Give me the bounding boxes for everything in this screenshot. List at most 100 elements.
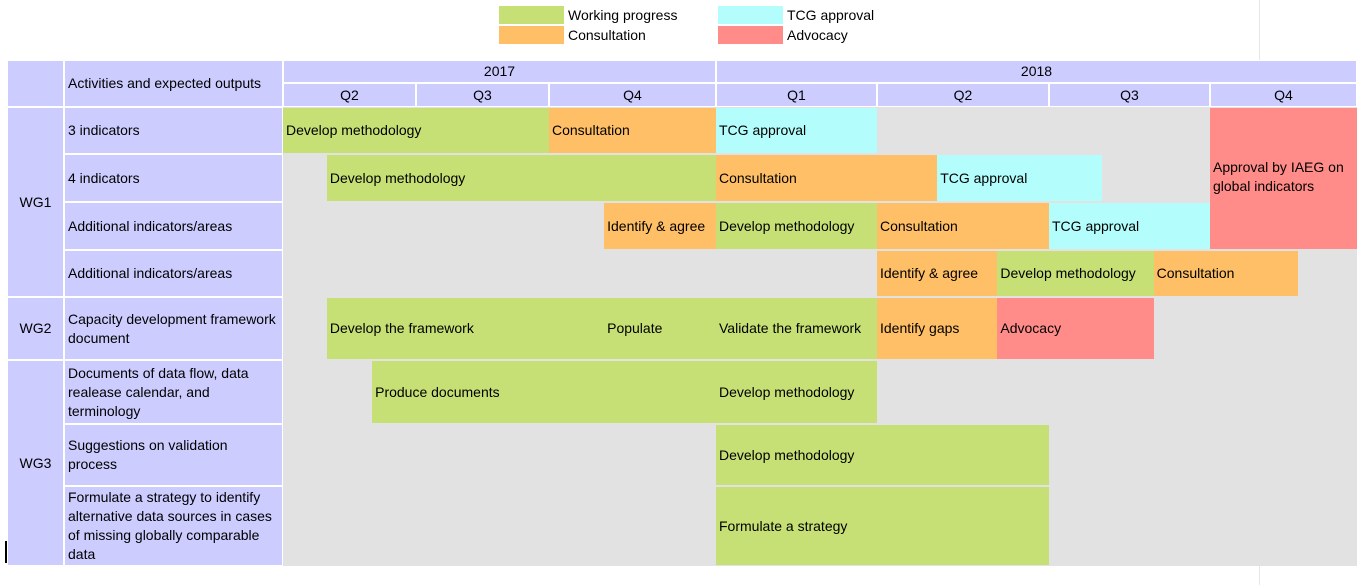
gantt-bar-consultation: Consultation [549, 108, 716, 153]
legend-swatch-tcg [718, 6, 783, 24]
header-quarter-6-label: Q3 [1120, 86, 1139, 103]
page-guide-line [1259, 0, 1260, 60]
header-year-2018-label: 2018 [1020, 63, 1053, 79]
row-label-2: 4 indicators [64, 154, 283, 202]
gantt-bar-consultation-label: Identify & agree [880, 265, 979, 281]
row-label-4-label: Additional indicators/areas [68, 265, 233, 281]
header-quarter-2: Q3 [416, 83, 549, 107]
row-label-1-label: 3 indicators [68, 122, 140, 138]
header-year-2017: 2017 [283, 60, 716, 83]
header-quarter-5-label: Q2 [953, 86, 973, 103]
gantt-bar-working: Develop methodology [716, 425, 1049, 485]
header-quarter-2-label: Q3 [473, 86, 492, 103]
gantt-bar-consultation-label: Consultation [552, 122, 630, 138]
gantt-bar-working: Develop methodology [716, 203, 877, 249]
legend-label-advocacy: Advocacy [787, 27, 848, 43]
header-year-2018: 2018 [716, 60, 1357, 83]
gantt-bar-tcg: TCG approval [937, 155, 1103, 201]
row-label-2-label: 4 indicators [68, 169, 140, 186]
legend-label-consultation: Consultation [568, 27, 646, 43]
gantt-bar-consultation-label: Consultation [1156, 265, 1235, 281]
gantt-bar-consultation-label: Identify gaps [880, 320, 960, 336]
text-cursor [5, 541, 7, 563]
header-activities: Activities and expected outputs [64, 60, 283, 107]
gantt-bar-consultation: Consultation [1153, 251, 1299, 296]
row-label-3-label: Additional indicators/areas [68, 217, 233, 234]
gantt-bar-consultation: Consultation [877, 203, 1049, 249]
gantt-bar-consultation: Identify gaps [877, 298, 998, 359]
page-guide-line [1259, 566, 1260, 585]
header-group-cell [7, 60, 64, 107]
gantt-bar-working: Formulate a strategy [716, 487, 1049, 565]
gantt-bar-working-label: Formulate a strategy [719, 517, 848, 534]
gantt-bar-working-label: Validate the framework [719, 320, 862, 336]
header-year-2017-label: 2017 [483, 63, 516, 79]
row-label-5-label: Capacity development framework document [68, 310, 276, 346]
header-quarter-6: Q3 [1049, 83, 1210, 107]
legend-swatch-consultation [499, 26, 564, 44]
gantt-bar-working-label: Develop the framework [329, 320, 474, 336]
group-wg2: WG2 [7, 297, 64, 360]
gantt-bar-tcg: TCG approval [716, 108, 877, 153]
header-quarter-4-label: Q1 [787, 86, 806, 103]
row-label-5: Capacity development framework document [64, 297, 283, 360]
gantt-bar-working-label: Develop methodology [719, 446, 855, 463]
gantt-bar-consultation: Identify & agree [604, 203, 716, 249]
row-label-6-label: Documents of data flow, data realease ca… [68, 364, 249, 419]
gantt-bar-working-label: Develop methodology [329, 169, 466, 186]
legend-label-working: Working progress [568, 7, 678, 23]
gantt-bar-working: Validate the framework [716, 298, 877, 359]
gantt-bar-working: Develop methodology [283, 108, 549, 153]
row-label-6: Documents of data flow, data realease ca… [64, 360, 283, 424]
header-quarter-7: Q4 [1210, 83, 1357, 107]
group-wg3: WG3 [7, 360, 64, 566]
gantt-bar-working-label: Produce documents [375, 383, 500, 400]
gantt-bar-consultation-label: Consultation [880, 217, 958, 234]
group-wg3-label: WG3 [19, 454, 52, 471]
gantt-bar-working: Develop methodology [326, 155, 716, 201]
gantt-bar-working-label: Develop methodology [719, 383, 855, 400]
header-quarter-1-label: Q2 [340, 86, 359, 103]
gantt-bar-working-label: Develop methodology [719, 217, 855, 234]
header-quarter-4: Q1 [716, 83, 877, 107]
row-label-8-label: Formulate a strategy to identify alterna… [68, 489, 272, 562]
gantt-bar-tcg-label: TCG approval [1052, 217, 1140, 234]
row-label-1: 3 indicators [64, 107, 283, 154]
gantt-bar-consultation-label: Consultation [719, 169, 797, 186]
gantt-bar-tcg-label: TCG approval [940, 169, 1028, 186]
gantt-bar-working-label: Develop methodology [1000, 265, 1136, 281]
gantt-bar-consultation-label: Identify & agree [607, 217, 706, 234]
header-quarter-5: Q2 [877, 83, 1049, 107]
gantt-bar-advocacy: Approval by IAEG on global indicators [1210, 108, 1357, 249]
header-activities-label: Activities and expected outputs [68, 75, 262, 91]
gantt-bar-working: Populate [604, 298, 716, 359]
header-quarter-1: Q2 [283, 83, 416, 107]
gantt-bar-working-label: Populate [607, 320, 663, 336]
row-label-4: Additional indicators/areas [64, 250, 283, 297]
group-wg1: WG1 [7, 107, 64, 297]
gantt-bar-tcg: TCG approval [1049, 203, 1210, 249]
gantt-bar-advocacy-label: Advocacy [1000, 320, 1062, 336]
row-label-7: Suggestions on validation process [64, 424, 283, 486]
legend-swatch-working [499, 6, 564, 24]
row-label-7-label: Suggestions on validation process [68, 437, 228, 472]
group-wg1-label: WG1 [19, 193, 52, 210]
gantt-bar-working: Develop methodology [716, 361, 877, 423]
header-quarter-7-label: Q4 [1274, 86, 1293, 103]
group-wg2-label: WG2 [19, 320, 52, 336]
header-quarter-3: Q4 [549, 83, 716, 107]
gantt-bar-working: Develop methodology [997, 251, 1154, 296]
gantt-bar-tcg-label: TCG approval [719, 122, 807, 138]
legend-label-tcg: TCG approval [787, 7, 875, 23]
gantt-bar-working-label: Develop methodology [286, 122, 422, 138]
legend-swatch-advocacy [718, 26, 783, 44]
gantt-bar-advocacy-label: Approval by IAEG on global indicators [1213, 159, 1344, 194]
gantt-bar-advocacy: Advocacy [997, 298, 1154, 359]
row-label-8: Formulate a strategy to identify alterna… [64, 486, 283, 566]
gantt-bar-working: Produce documents [372, 361, 716, 423]
row-label-3: Additional indicators/areas [64, 202, 283, 250]
header-quarter-3-label: Q4 [623, 86, 642, 103]
gantt-bar-consultation: Consultation [716, 155, 938, 201]
gantt-bar-consultation: Identify & agree [877, 251, 998, 296]
